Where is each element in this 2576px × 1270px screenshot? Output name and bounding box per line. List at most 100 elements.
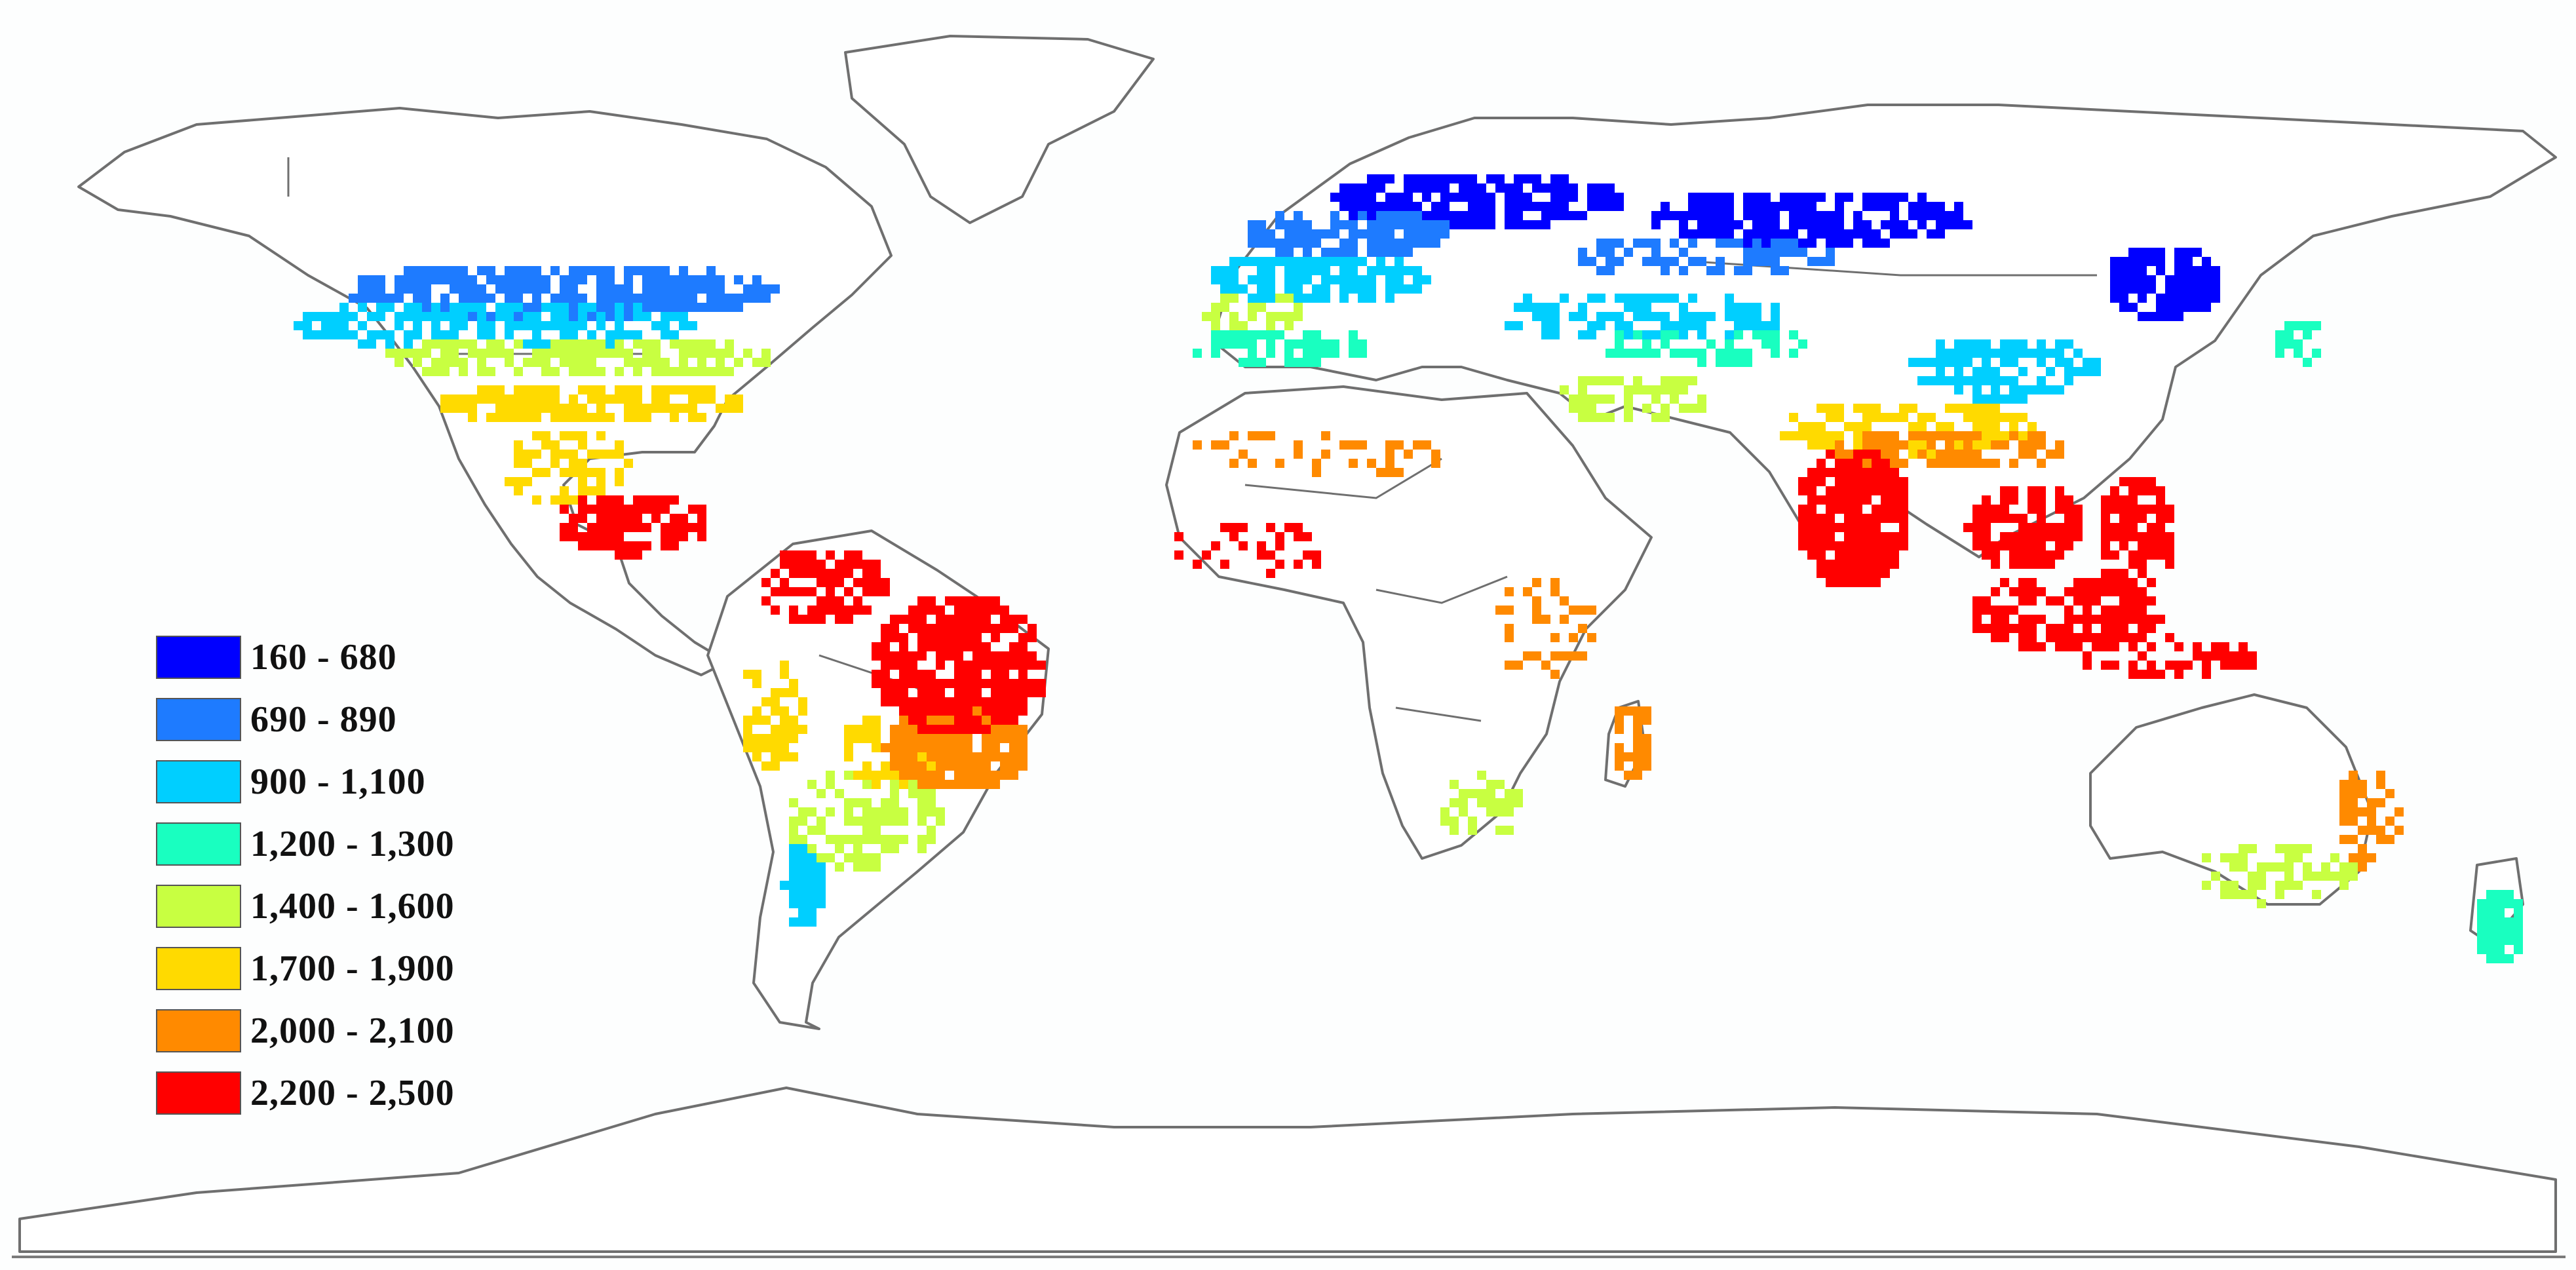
yield-cell — [1844, 541, 1853, 550]
yield-cell — [1899, 505, 1908, 514]
yield-cell — [422, 275, 431, 284]
yield-cell — [1688, 193, 1697, 202]
yield-cell — [2358, 789, 2367, 798]
yield-cell — [1312, 257, 1321, 266]
yield-cell — [1853, 569, 1862, 578]
legend-label: 1,700 - 1,900 — [250, 948, 455, 989]
yield-cell — [826, 569, 835, 578]
yield-cell — [468, 394, 477, 404]
yield-cell — [1807, 220, 1817, 229]
yield-cell — [2037, 376, 2046, 385]
yield-cell — [1550, 303, 1560, 312]
yield-cell — [2110, 257, 2119, 266]
yield-cell — [798, 560, 807, 569]
yield-cell — [1018, 642, 1028, 651]
yield-cell — [2128, 523, 2138, 532]
yield-cell — [963, 606, 972, 615]
yield-cell — [1422, 193, 1431, 202]
yield-cell — [1798, 514, 1807, 523]
yield-cell — [1853, 550, 1862, 560]
yield-cell — [1266, 550, 1275, 560]
yield-cell — [1688, 211, 1697, 220]
yield-cell — [1927, 459, 1936, 468]
yield-cell — [1899, 220, 1908, 229]
yield-cell — [2165, 560, 2174, 569]
yield-cell — [1394, 257, 1404, 266]
yield-cell — [1459, 798, 1468, 807]
yield-cell — [835, 596, 844, 606]
yield-cell — [2358, 862, 2367, 872]
yield-cell — [2239, 890, 2248, 899]
yield-cell — [881, 587, 890, 596]
yield-cell — [2000, 431, 2009, 440]
yield-cell — [1706, 339, 1716, 349]
yield-cell — [642, 495, 651, 505]
yield-cell — [2385, 789, 2394, 798]
yield-cell — [936, 734, 945, 743]
yield-cell — [587, 486, 596, 495]
yield-cell — [1633, 303, 1642, 312]
yield-cell — [1936, 220, 1945, 229]
yield-cell — [1312, 550, 1321, 560]
yield-cell — [991, 734, 1000, 743]
yield-cell — [927, 697, 936, 706]
yield-cell — [615, 514, 624, 523]
yield-cell — [2037, 615, 2046, 624]
yield-cell — [624, 312, 633, 321]
yield-cell — [587, 349, 596, 358]
yield-cell — [587, 523, 596, 532]
yield-cell — [1275, 459, 1284, 468]
yield-cell — [697, 514, 706, 523]
yield-cell — [578, 367, 587, 376]
yield-cell — [2239, 651, 2248, 661]
yield-cell — [1789, 248, 1798, 257]
yield-cell — [963, 780, 972, 789]
yield-cell — [963, 716, 972, 725]
yield-cell — [1523, 193, 1532, 202]
yield-cell — [596, 514, 606, 523]
yield-cell — [541, 440, 550, 450]
yield-cell — [2505, 954, 2514, 963]
yield-cell — [2138, 248, 2147, 257]
yield-cell — [661, 312, 670, 321]
greenland-outline — [844, 35, 1155, 224]
yield-cell — [1972, 394, 1982, 404]
yield-cell — [1266, 339, 1275, 349]
yield-cell — [587, 367, 596, 376]
yield-cell — [2156, 257, 2165, 266]
yield-cell — [1431, 174, 1440, 183]
yield-cell — [1211, 303, 1220, 312]
yield-cell — [817, 853, 826, 862]
yield-cell — [2064, 358, 2073, 367]
yield-cell — [1743, 321, 1752, 330]
yield-cell — [1862, 422, 1872, 431]
yield-cell — [330, 312, 339, 321]
yield-cell — [1284, 229, 1294, 239]
yield-cell — [2037, 486, 2046, 495]
yield-cell — [1358, 440, 1367, 450]
yield-cell — [2147, 486, 2156, 495]
yield-cell — [1596, 413, 1605, 422]
legend-item: 900 - 1,100 — [156, 750, 455, 813]
yield-cell — [385, 349, 394, 358]
legend-swatch — [156, 760, 241, 803]
yield-cell — [899, 761, 908, 771]
yield-cell — [2174, 303, 2183, 312]
yield-cell — [1349, 239, 1358, 248]
yield-cell — [862, 578, 872, 587]
yield-cell — [1936, 450, 1945, 459]
yield-cell — [688, 523, 697, 532]
yield-cell — [1569, 312, 1578, 321]
yield-cell — [2119, 514, 2128, 523]
yield-cell — [954, 734, 963, 743]
yield-cell — [862, 826, 872, 835]
yield-cell — [1569, 193, 1578, 202]
yield-cell — [1835, 211, 1844, 220]
yield-cell — [1605, 193, 1615, 202]
yield-cell — [963, 642, 972, 651]
yield-cell — [1321, 431, 1330, 440]
yield-cell — [2514, 899, 2523, 908]
yield-cell — [1615, 376, 1624, 385]
yield-cell — [927, 606, 936, 615]
yield-cell — [1477, 211, 1486, 220]
